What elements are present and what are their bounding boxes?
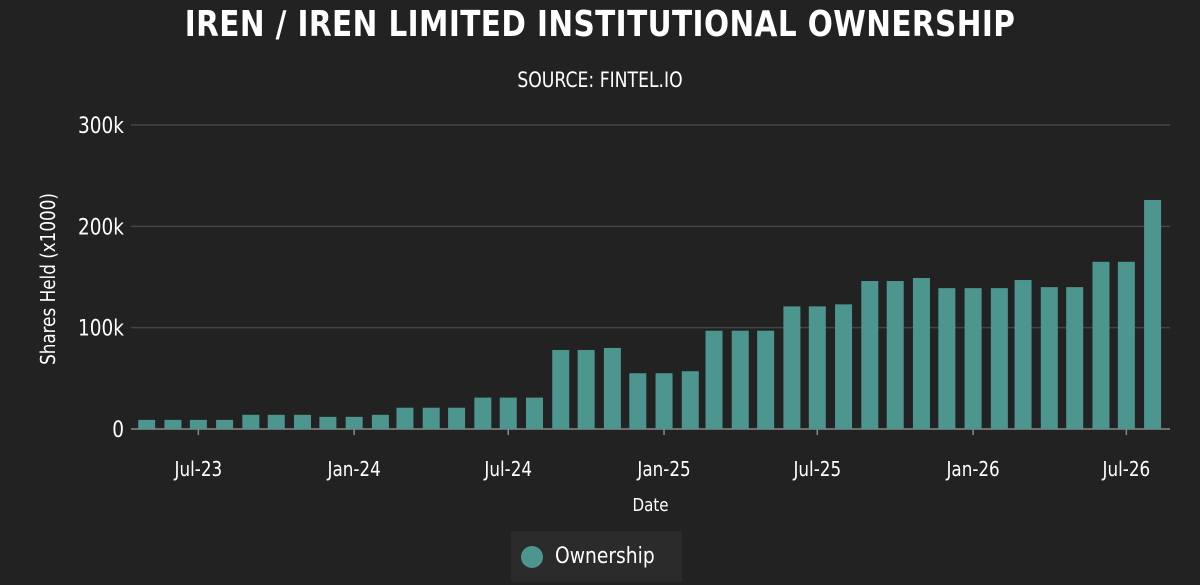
bar [1144, 199, 1162, 429]
chart-subtitle: SOURCE: FINTEL.IO [517, 68, 683, 92]
bar [499, 397, 517, 429]
x-tick-label: Jul-25 [793, 459, 842, 482]
bar [396, 407, 414, 429]
bar [293, 414, 311, 429]
bar [1014, 280, 1032, 429]
y-tick-label: 300k [78, 112, 124, 138]
x-axis-title: Date [632, 495, 668, 516]
y-tick-label: 0 [112, 416, 124, 442]
bar [371, 414, 389, 429]
bar [474, 397, 492, 429]
bar [577, 349, 595, 429]
x-tick-label: Jan-25 [636, 459, 690, 482]
bar [681, 371, 699, 429]
x-tick-label: Jan-26 [946, 459, 1000, 482]
legend-marker-ownership [520, 545, 543, 568]
bar [525, 397, 543, 429]
bar [603, 347, 621, 429]
x-tick-label: Jul-26 [1102, 459, 1151, 482]
x-tick-label: Jul-23 [174, 459, 223, 482]
x-tick-label: Jul-24 [484, 459, 533, 482]
bar [448, 407, 466, 429]
bar [319, 416, 337, 429]
bar [808, 306, 826, 429]
bar [861, 281, 879, 429]
bar [189, 419, 207, 429]
legend[interactable]: Ownership [511, 531, 682, 582]
bar [990, 288, 1008, 429]
bar [655, 373, 673, 429]
bar [138, 419, 156, 429]
legend-label-ownership: Ownership [554, 544, 655, 569]
bar [783, 306, 801, 429]
y-axis-title: Shares Held (x1000) [38, 193, 61, 365]
chart-title: IREN / IREN LIMITED INSTITUTIONAL OWNERS… [184, 4, 1016, 45]
bar [1066, 287, 1084, 429]
bar [757, 330, 775, 429]
bar [345, 416, 363, 429]
bar [164, 419, 182, 429]
bar [964, 288, 982, 429]
bar [705, 330, 723, 429]
bar [422, 407, 440, 429]
y-tick-label: 200k [78, 214, 124, 240]
bar [886, 281, 904, 429]
y-tick-label: 100k [78, 315, 124, 341]
bar [1040, 287, 1058, 429]
bar [242, 414, 260, 429]
bar [1092, 261, 1110, 429]
bar [938, 288, 956, 429]
bar [835, 304, 853, 429]
bar [1117, 261, 1135, 429]
bar [552, 349, 570, 429]
x-tick-label: Jan-24 [327, 459, 381, 482]
bar [912, 278, 930, 429]
bar [216, 419, 234, 429]
bar [629, 373, 647, 429]
bar [731, 330, 749, 429]
bar [267, 414, 285, 429]
